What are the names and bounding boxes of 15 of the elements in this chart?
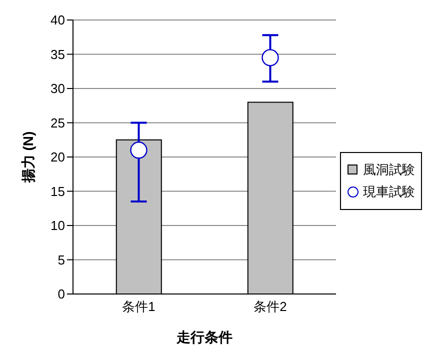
y-tick-label: 30 [50,81,65,96]
y-tick-label: 40 [50,12,65,28]
legend-label: 現車試験 [363,183,415,201]
x-tick-label: 条件1 [122,299,156,314]
x-axis-title: 走行条件 [176,329,232,345]
y-tick-label: 0 [58,286,65,302]
y-tick-label: 35 [50,46,65,62]
y-tick-label: 20 [50,150,65,165]
y-tick-label: 25 [50,115,65,130]
y-tick-label: 10 [50,218,65,234]
legend-label: 風洞試験 [363,161,415,179]
y-tick-label: 15 [50,184,65,199]
y-axis-title: 揚力 (N) [20,131,36,184]
x-tick-label: 条件2 [254,299,287,314]
y-tick-label: 5 [58,252,65,268]
